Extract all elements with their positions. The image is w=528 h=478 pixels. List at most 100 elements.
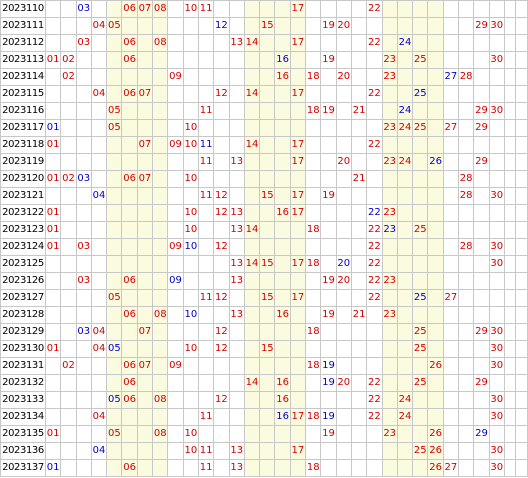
empty-cell <box>121 442 138 460</box>
empty-cell <box>289 459 307 477</box>
empty-cell <box>243 68 261 86</box>
empty-cell <box>90 153 108 171</box>
empty-cell <box>488 153 505 171</box>
empty-cell <box>488 272 505 290</box>
issue-number: 2023113 <box>0 51 46 69</box>
empty-cell <box>106 187 123 205</box>
empty-cell <box>152 238 169 256</box>
empty-cell <box>152 255 169 273</box>
empty-cell <box>274 289 291 307</box>
empty-cell <box>289 357 307 375</box>
empty-cell <box>274 238 291 256</box>
empty-cell <box>335 306 352 324</box>
red-number-21: 21 <box>350 102 368 120</box>
red-number-18: 18 <box>305 68 322 86</box>
empty-cell <box>75 51 92 69</box>
red-number-07: 07 <box>136 323 154 341</box>
empty-cell <box>106 442 123 460</box>
empty-cell <box>396 272 414 290</box>
issue-number: 2023122 <box>0 204 46 222</box>
empty-cell <box>515 187 528 205</box>
empty-cell <box>106 136 123 154</box>
table-row: 2023120 01 02 03 06 07 10 21 28 <box>0 170 528 188</box>
empty-cell <box>243 408 261 426</box>
red-number-16: 16 <box>274 204 291 222</box>
red-number-06: 06 <box>121 85 138 103</box>
empty-cell <box>289 340 307 358</box>
blue-number-04: 04 <box>90 442 108 460</box>
empty-cell <box>90 221 108 239</box>
empty-cell <box>136 187 154 205</box>
empty-cell <box>427 323 444 341</box>
empty-cell <box>320 323 337 341</box>
empty-cell <box>259 306 276 324</box>
empty-cell <box>44 255 62 273</box>
empty-cell <box>381 408 398 426</box>
empty-cell <box>167 187 184 205</box>
empty-cell <box>213 408 230 426</box>
issue-number: 2023125 <box>0 255 46 273</box>
red-number-29: 29 <box>473 17 490 35</box>
empty-cell <box>106 204 123 222</box>
empty-cell <box>228 289 245 307</box>
issue-number: 2023114 <box>0 68 46 86</box>
empty-cell <box>60 255 77 273</box>
empty-cell <box>259 0 276 18</box>
empty-cell <box>515 136 528 154</box>
empty-cell <box>350 68 368 86</box>
empty-cell <box>515 102 528 120</box>
empty-cell <box>412 238 429 256</box>
empty-cell <box>259 408 276 426</box>
empty-cell <box>335 204 352 222</box>
empty-cell <box>106 374 123 392</box>
empty-cell <box>350 34 368 52</box>
empty-cell <box>75 425 92 443</box>
empty-cell <box>442 323 460 341</box>
empty-cell <box>366 442 383 460</box>
empty-cell <box>152 136 169 154</box>
empty-cell <box>259 102 276 120</box>
issue-number: 2023120 <box>0 170 46 188</box>
empty-cell <box>320 0 337 18</box>
empty-cell <box>458 357 475 375</box>
empty-cell <box>442 17 460 35</box>
empty-cell <box>320 68 337 86</box>
red-number-05: 05 <box>106 102 123 120</box>
empty-cell <box>60 425 77 443</box>
empty-cell <box>305 17 322 35</box>
issue-number: 2023133 <box>0 391 46 409</box>
blue-number-25: 25 <box>412 85 429 103</box>
empty-cell <box>106 238 123 256</box>
empty-cell <box>427 255 444 273</box>
blue-number-01: 01 <box>44 119 62 137</box>
empty-cell <box>90 34 108 52</box>
empty-cell <box>152 17 169 35</box>
red-number-01: 01 <box>44 136 62 154</box>
table-row: 2023129 03 04 07 12 18 25 29 30 <box>0 323 528 341</box>
red-number-17: 17 <box>289 289 307 307</box>
empty-cell <box>243 187 261 205</box>
empty-cell <box>243 153 261 171</box>
empty-cell <box>350 255 368 273</box>
red-number-30: 30 <box>488 357 505 375</box>
empty-cell <box>44 272 62 290</box>
empty-cell <box>503 136 517 154</box>
empty-cell <box>458 391 475 409</box>
red-number-01: 01 <box>44 170 62 188</box>
empty-cell <box>305 119 322 137</box>
table-row: 2023112 03 06 08 13 14 17 22 24 <box>0 34 528 52</box>
empty-cell <box>106 357 123 375</box>
empty-cell <box>197 51 215 69</box>
blue-number-16: 16 <box>274 408 291 426</box>
red-number-25: 25 <box>412 442 429 460</box>
empty-cell <box>121 204 138 222</box>
red-number-19: 19 <box>320 102 337 120</box>
red-number-18: 18 <box>305 221 322 239</box>
empty-cell <box>427 170 444 188</box>
empty-cell <box>274 340 291 358</box>
empty-cell <box>427 238 444 256</box>
empty-cell <box>90 102 108 120</box>
empty-cell <box>75 17 92 35</box>
red-number-13: 13 <box>228 34 245 52</box>
empty-cell <box>75 119 92 137</box>
